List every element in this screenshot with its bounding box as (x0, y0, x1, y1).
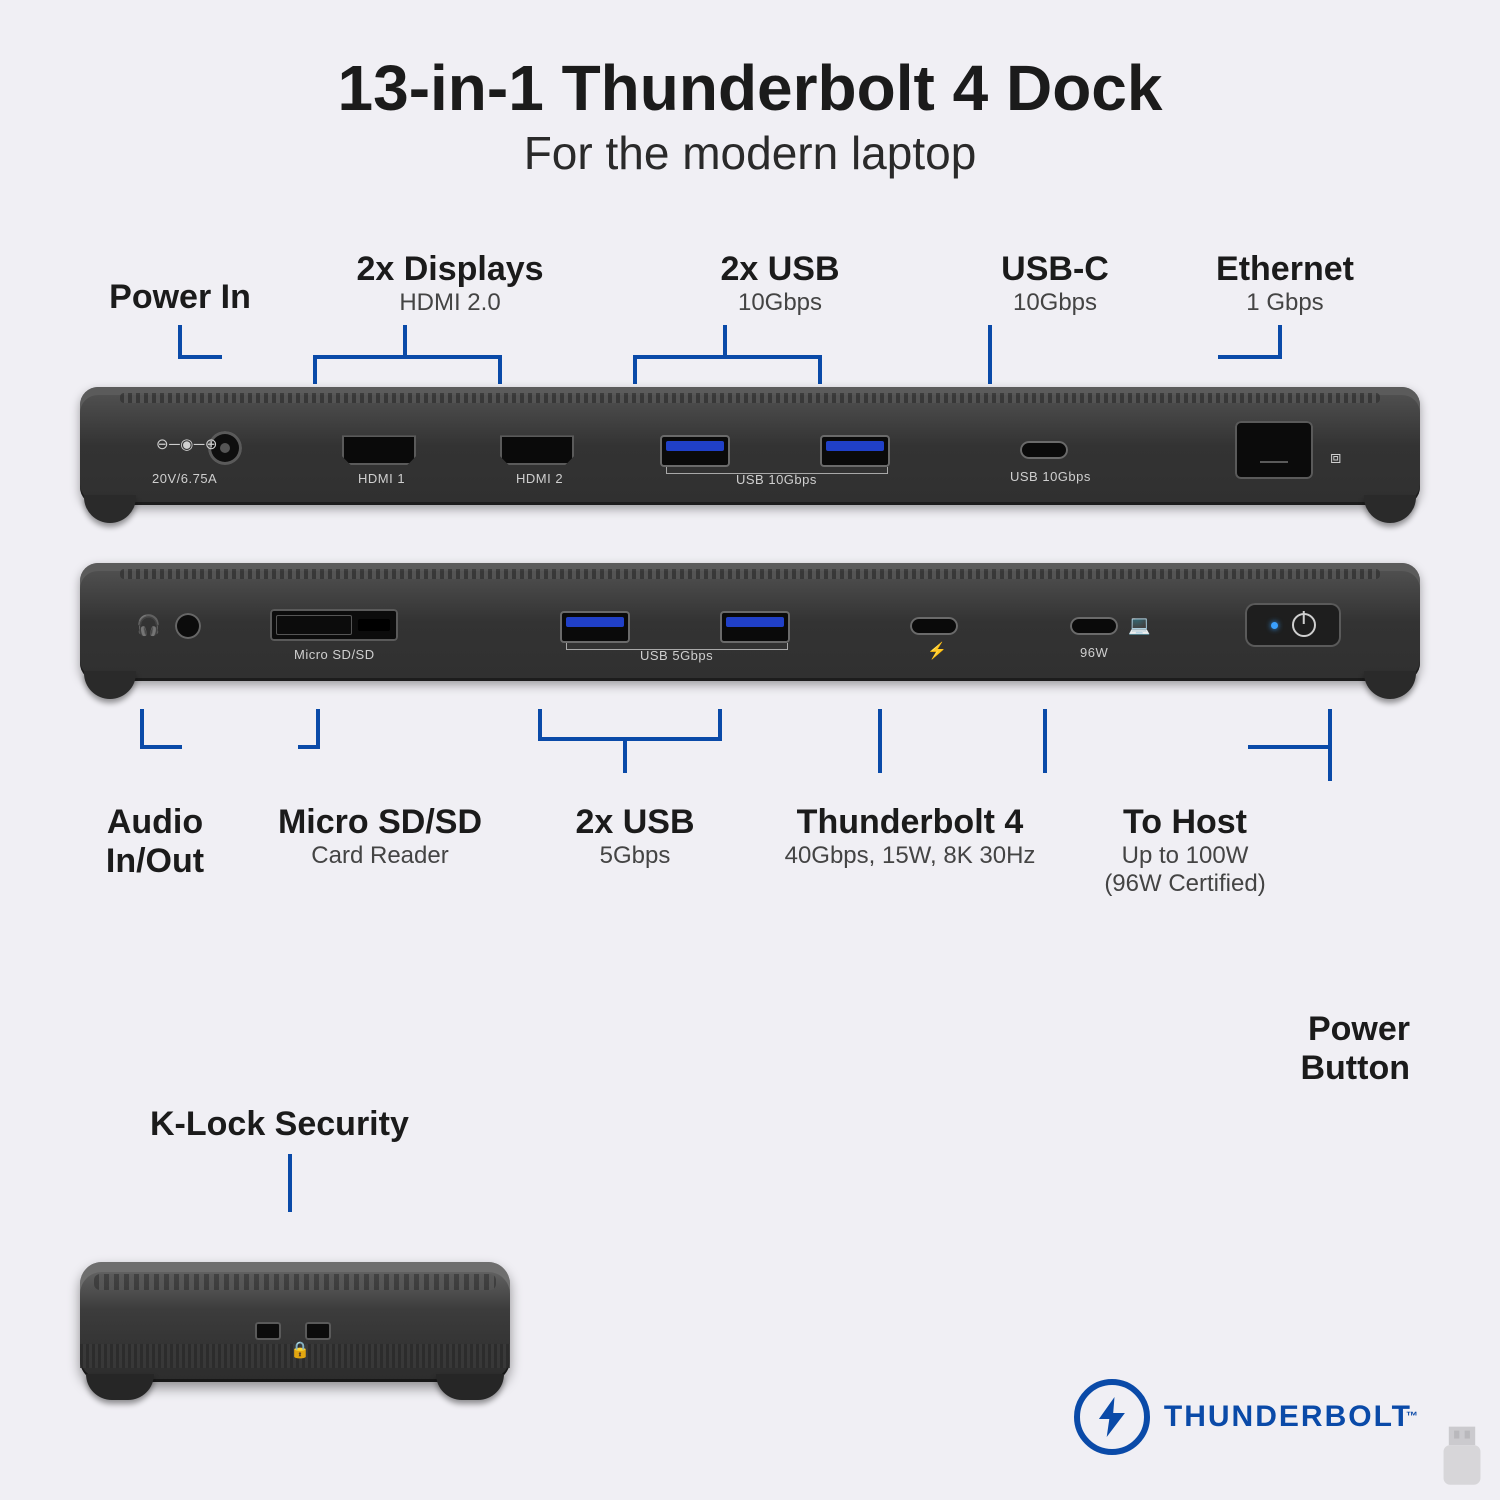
klock-leader (230, 1150, 430, 1220)
usba-port (820, 435, 890, 467)
laptop-icon: 💻 (1128, 615, 1151, 636)
lbl-tb4-sub: 40Gbps, 15W, 8K 30Hz (750, 842, 1070, 870)
page-subtitle: For the modern laptop (0, 126, 1500, 180)
lbl-sd: Micro SD/SD (240, 803, 520, 842)
bottom-labels-row: Audio In/Out Micro SD/SD Card Reader 2x … (0, 803, 1500, 898)
headphone-icon: 🎧 (136, 613, 161, 638)
lbl-host-sub2: (96W Certified) (1070, 870, 1300, 898)
usb10-label: USB 10Gbps (736, 472, 817, 487)
page-title: 13-in-1 Thunderbolt 4 Dock (0, 0, 1500, 122)
thunderbolt-tm: ™ (1406, 1409, 1420, 1423)
usba-port (560, 611, 630, 643)
lbl-audio2: In/Out (70, 842, 240, 881)
lbl-usb5-sub: 5Gbps (520, 842, 750, 870)
klock-slot (305, 1322, 331, 1340)
device-back-view: 20V/6.75A ⊖─◉─⊕ HDMI 1 HDMI 2 USB 10Gbps… (80, 387, 1420, 505)
audio-jack (175, 613, 201, 639)
lbl-eth: Ethernet (1170, 250, 1400, 289)
lbl-host-sub: Up to 100W (1070, 842, 1300, 870)
sd-label: Micro SD/SD (294, 647, 375, 662)
ethernet-icon: ⧈ (1330, 447, 1342, 468)
side-body (80, 1262, 510, 1382)
usba-port (660, 435, 730, 467)
usba-port (720, 611, 790, 643)
lbl-powerbtn: Power (1300, 1010, 1410, 1049)
lock-icon: 🔒 (290, 1340, 310, 1360)
lbl-power-button-block: Power Button (1300, 1010, 1410, 1088)
hdmi2-port (500, 435, 574, 465)
lbl-eth-sub: 1 Gbps (1170, 289, 1400, 317)
foot (436, 1374, 504, 1400)
host-wattage: 96W (1080, 645, 1108, 660)
usbc10-label: USB 10Gbps (1010, 469, 1091, 484)
lbl-usbc: USB-C (940, 250, 1170, 289)
thunderbolt-port (910, 617, 958, 635)
usbc-port (1020, 441, 1068, 459)
foot (86, 1374, 154, 1400)
lbl-displays: 2x Displays (280, 250, 620, 289)
host-usbc-port (1070, 617, 1118, 635)
top-labels-row: Power In 2x DisplaysHDMI 2.0 2x USB10Gbp… (0, 250, 1500, 317)
usb5-label: USB 5Gbps (640, 648, 713, 663)
bolt-icon: ⚡ (927, 641, 947, 661)
lbl-usbc-sub: 10Gbps (940, 289, 1170, 317)
usb-bracket (666, 467, 888, 474)
device-side-view: 🔒 (80, 1240, 510, 1400)
dc-label: 20V/6.75A (152, 471, 217, 486)
top-leaders (80, 317, 1420, 387)
lbl-audio: Audio (70, 803, 240, 842)
lbl-power-in: Power In (80, 278, 280, 317)
hdmi1-label: HDMI 1 (358, 471, 405, 486)
foot (1364, 671, 1416, 699)
thunderbolt-text: THUNDERBOLT (1164, 1400, 1412, 1433)
usb-bracket (566, 643, 788, 650)
power-button (1245, 603, 1341, 647)
hdmi1-port (342, 435, 416, 465)
lbl-sd-sub: Card Reader (240, 842, 520, 870)
sd-slot (270, 609, 398, 641)
foot (84, 671, 136, 699)
lbl-klock: K-Lock Security (150, 1105, 409, 1144)
lbl-powerbtn2: Button (1300, 1049, 1410, 1088)
dc-symbol: ⊖─◉─⊕ (156, 435, 218, 453)
power-icon (1292, 613, 1316, 637)
lbl-displays-sub: HDMI 2.0 (280, 289, 620, 317)
lbl-host: To Host (1070, 803, 1300, 842)
thunderbolt-icon (1074, 1379, 1150, 1455)
power-led (1271, 622, 1278, 629)
lbl-tb4: Thunderbolt 4 (750, 803, 1070, 842)
lbl-usb5: 2x USB (520, 803, 750, 842)
klock-slot (255, 1322, 281, 1340)
hdmi2-label: HDMI 2 (516, 471, 563, 486)
device-front-view: 🎧 Micro SD/SD USB 5Gbps ⚡ 💻 96W (80, 563, 1420, 681)
bottom-leaders (80, 703, 1420, 781)
ethernet-port (1235, 421, 1313, 479)
usb-watermark-icon (1434, 1424, 1490, 1490)
lbl-usb10: 2x USB (620, 250, 940, 289)
lbl-usb10-sub: 10Gbps (620, 289, 940, 317)
thunderbolt-logo: THUNDERBOLT™ (1074, 1379, 1420, 1455)
